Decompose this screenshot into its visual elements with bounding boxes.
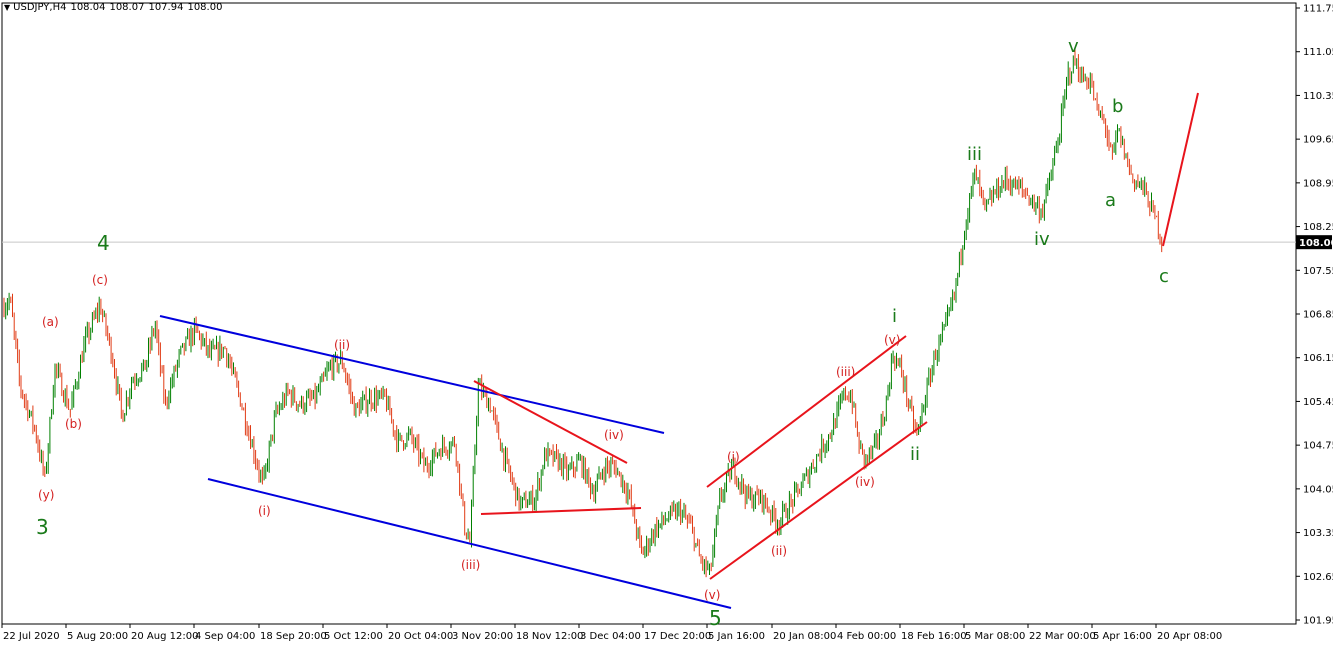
y-tick-label: 101.95 bbox=[1303, 616, 1333, 627]
y-tick-label: 102.65 bbox=[1303, 572, 1333, 583]
x-tick-label: 20 Jan 08:00 bbox=[773, 631, 836, 642]
red-channel-upper bbox=[706, 335, 907, 488]
y-tick-label: 111.75 bbox=[1303, 4, 1333, 15]
wave-label-green: 3 bbox=[36, 515, 49, 539]
x-tick-label: 5 Apr 16:00 bbox=[1093, 631, 1152, 642]
wave-label-red: (iii) bbox=[461, 558, 480, 572]
y-tick-label: 108.25 bbox=[1303, 222, 1333, 233]
projection-line bbox=[1162, 92, 1199, 247]
wave-label-green: iv bbox=[1034, 229, 1050, 250]
x-tick-label: 18 Feb 16:00 bbox=[901, 631, 967, 642]
x-tick-label: 20 Apr 08:00 bbox=[1157, 631, 1222, 642]
wave-label-green: iii bbox=[967, 144, 982, 165]
low-value: 107.94 bbox=[148, 2, 184, 13]
y-tick-label: 106.15 bbox=[1303, 353, 1333, 364]
wave-label-green: 4 bbox=[97, 231, 110, 255]
wave-label-red: (i) bbox=[258, 504, 271, 518]
wave-label-red: (v) bbox=[884, 333, 900, 347]
wave-label-red: (c) bbox=[92, 273, 108, 287]
wave-label-red: (ii) bbox=[771, 544, 787, 558]
x-tick-label: 5 Oct 12:00 bbox=[324, 631, 383, 642]
dropdown-arrow-icon[interactable]: ▼ bbox=[4, 3, 11, 12]
y-tick-label: 104.05 bbox=[1303, 484, 1333, 495]
wave-label-red: (b) bbox=[65, 417, 82, 431]
y-tick-label: 103.35 bbox=[1303, 528, 1333, 539]
x-tick-label: 18 Sep 20:00 bbox=[260, 631, 327, 642]
symbol-label: USDJPY,H4 bbox=[13, 2, 67, 13]
x-tick-label: 5 Jan 16:00 bbox=[708, 631, 765, 642]
wave-label-green: c bbox=[1159, 266, 1169, 287]
wave-label-red: (iv) bbox=[604, 428, 624, 442]
y-tick-label: 110.35 bbox=[1303, 91, 1333, 102]
x-tick-label: 3 Nov 20:00 bbox=[452, 631, 513, 642]
red-triangle-upper bbox=[473, 380, 628, 464]
y-tick-label: 109.65 bbox=[1303, 135, 1333, 146]
x-tick-label: 20 Oct 04:00 bbox=[388, 631, 453, 642]
y-tick-label: 111.05 bbox=[1303, 47, 1333, 58]
y-tick-label: 108.95 bbox=[1303, 178, 1333, 189]
wave-label-red: (ii) bbox=[334, 338, 350, 352]
y-tick-label: 106.85 bbox=[1303, 310, 1333, 321]
wave-label-red: (a) bbox=[42, 315, 59, 329]
red-channel-lower bbox=[709, 421, 928, 580]
x-tick-label: 5 Mar 08:00 bbox=[965, 631, 1025, 642]
wave-label-green: i bbox=[892, 306, 897, 327]
wave-label-green: ii bbox=[910, 444, 920, 465]
wave-label-red: (y) bbox=[38, 488, 54, 502]
current-price-text: 108.00 bbox=[1299, 238, 1333, 249]
x-tick-label: 22 Mar 00:00 bbox=[1029, 631, 1096, 642]
x-tick-label: 18 Nov 12:00 bbox=[516, 631, 583, 642]
wave-label-red: (i) bbox=[727, 450, 740, 464]
wave-label-green: v bbox=[1068, 36, 1079, 57]
wave-label-red: (v) bbox=[704, 588, 720, 602]
candles bbox=[3, 48, 1163, 578]
wave-label-green: 5 bbox=[709, 606, 722, 630]
y-tick-label: 105.45 bbox=[1303, 397, 1333, 408]
x-tick-label: 3 Dec 04:00 bbox=[580, 631, 641, 642]
x-tick-label: 20 Aug 12:00 bbox=[131, 631, 198, 642]
y-tick-label: 104.75 bbox=[1303, 441, 1333, 452]
x-tick-label: 5 Aug 20:00 bbox=[67, 631, 128, 642]
wave-label-green: a bbox=[1105, 190, 1116, 211]
x-tick-label: 17 Dec 20:00 bbox=[644, 631, 711, 642]
x-tick-label: 4 Feb 00:00 bbox=[837, 631, 896, 642]
plot-frame bbox=[1, 2, 1297, 625]
chart-header: ▼ USDJPY,H4 108.04 108.07 107.94 108.00 bbox=[4, 2, 222, 13]
high-value: 108.07 bbox=[109, 2, 145, 13]
close-value: 108.00 bbox=[187, 2, 223, 13]
x-tick-label: 22 Jul 2020 bbox=[3, 631, 60, 642]
x-tick-label: 4 Sep 04:00 bbox=[195, 631, 255, 642]
current-price-tag bbox=[1296, 235, 1332, 250]
wave-label-red: (iii) bbox=[836, 365, 855, 379]
blue-channel-lower bbox=[207, 478, 732, 609]
open-value: 108.04 bbox=[70, 2, 106, 13]
wave-label-green: b bbox=[1112, 96, 1123, 117]
blue-channel-upper bbox=[159, 315, 665, 434]
red-triangle-lower bbox=[480, 507, 642, 515]
y-tick-label: 107.55 bbox=[1303, 266, 1333, 277]
wave-label-red: (iv) bbox=[855, 475, 875, 489]
